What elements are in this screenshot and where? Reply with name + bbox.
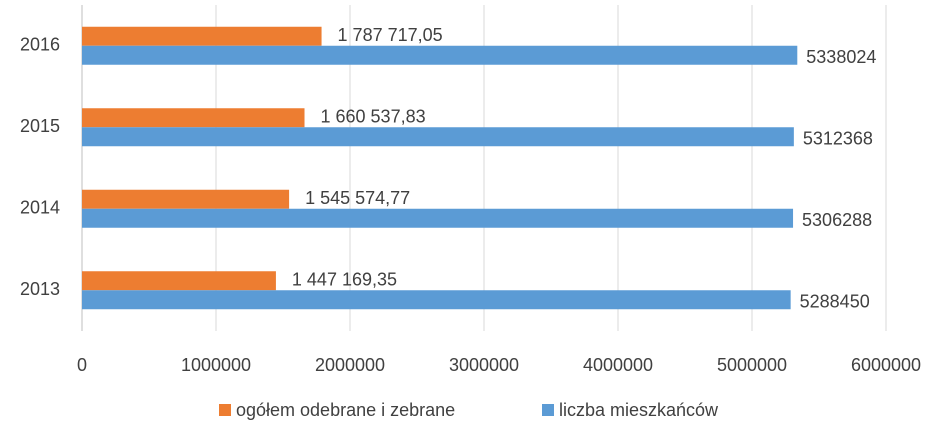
data-label: 1 660 537,83 — [321, 107, 426, 127]
data-label: 5306288 — [802, 210, 872, 230]
y-tick-label: 2015 — [20, 116, 60, 136]
legend-swatch — [219, 404, 231, 416]
legend-swatch — [542, 404, 554, 416]
bar — [82, 189, 290, 209]
data-label: 1 787 717,05 — [338, 25, 443, 45]
data-label: 1 545 574,77 — [305, 188, 410, 208]
bar — [82, 45, 798, 65]
legend-label: ogółem odebrane i zebrane — [236, 400, 455, 420]
data-label: 5338024 — [806, 47, 876, 67]
x-tick-label: 0 — [77, 355, 87, 375]
y-tick-label: 2016 — [20, 35, 60, 55]
x-tick-label: 2000000 — [315, 355, 385, 375]
bar — [82, 271, 276, 291]
bar — [82, 108, 305, 128]
bar — [82, 208, 794, 228]
data-label: 5312368 — [803, 129, 873, 149]
legend-label: liczba mieszkańców — [559, 400, 719, 420]
x-tick-label: 3000000 — [449, 355, 519, 375]
x-tick-label: 4000000 — [583, 355, 653, 375]
bar — [82, 127, 794, 147]
y-tick-label: 2013 — [20, 279, 60, 299]
data-label: 5288450 — [800, 292, 870, 312]
y-tick-label: 2014 — [20, 198, 60, 218]
bar — [82, 290, 791, 310]
x-tick-label: 5000000 — [717, 355, 787, 375]
x-tick-label: 6000000 — [851, 355, 921, 375]
x-tick-label: 1000000 — [181, 355, 251, 375]
data-label: 1 447 169,35 — [292, 270, 397, 290]
bar — [82, 26, 322, 46]
